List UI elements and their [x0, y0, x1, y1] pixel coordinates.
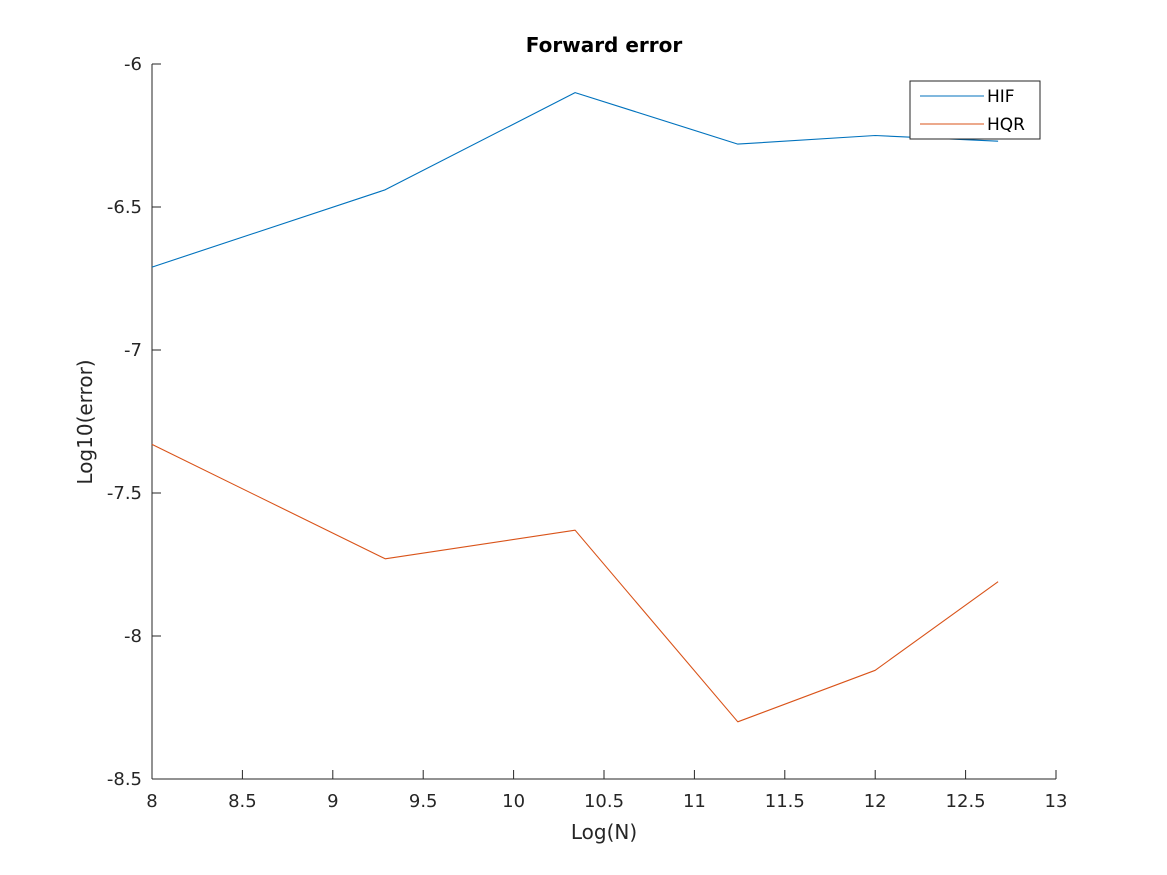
y-tick-label: -8 [124, 626, 142, 647]
legend-box [909, 80, 1041, 140]
x-tick-label: 9.5 [409, 791, 438, 812]
x-tick-label: 10 [502, 791, 525, 812]
x-tick-label: 13 [1045, 791, 1068, 812]
x-tick-label: 8 [146, 791, 157, 812]
series-layer [151, 92, 999, 723]
x-tick-label: 9 [327, 791, 338, 812]
x-tick-label: 11.5 [765, 791, 805, 812]
x-axis-label: Log(N) [571, 820, 637, 844]
y-tick-label: -8.5 [107, 769, 142, 790]
legend: HIF HQR [909, 80, 1041, 140]
x-tick-label: 12 [864, 791, 887, 812]
x-tick-label: 11 [683, 791, 706, 812]
y-axis-label: Log10(error) [73, 359, 97, 484]
x-tick-label: 12.5 [946, 791, 986, 812]
x-tick-label: 10.5 [584, 791, 624, 812]
y-tick-label: -6 [124, 54, 142, 75]
y-tick-label: -7.5 [107, 483, 142, 504]
y-tick-label: -7 [124, 340, 142, 361]
axes: 8 8.5 9 9.5 10 10.5 11 11.5 12 12.5 13 -8.5 -8 -7.5 -7… [107, 54, 1068, 812]
series-line-hif [151, 92, 999, 268]
legend-label-hif: HIF [987, 87, 1015, 107]
chart-title: Forward error [526, 33, 683, 57]
x-tick-label: 8.5 [228, 791, 257, 812]
series-line-hqr [151, 443, 999, 723]
y-tick-label: -6.5 [107, 197, 142, 218]
axes-background [152, 64, 1056, 779]
plot-area: 8 8.5 9 9.5 10 10.5 11 11.5 12 12.5 13 -8.5 -8 -7.5 -7… [107, 54, 1068, 812]
legend-label-hqr: HQR [987, 115, 1025, 135]
